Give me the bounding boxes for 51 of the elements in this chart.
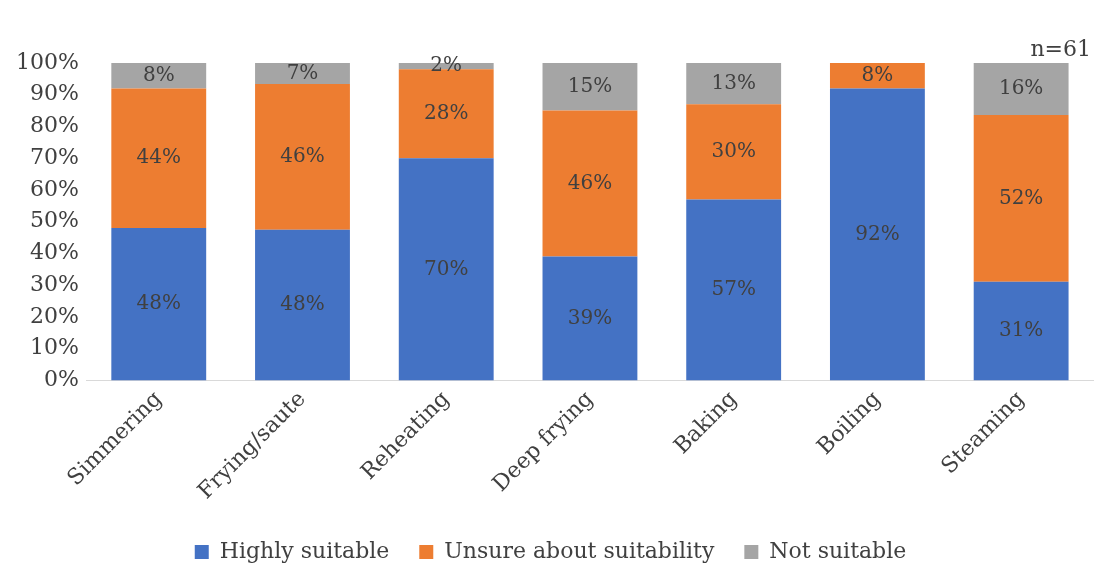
y-tick-label: 10% [29, 334, 79, 360]
y-tick-label: 50% [29, 207, 79, 233]
bar [255, 229, 350, 381]
data-label: 28% [423, 99, 469, 124]
legend-label: Unsure about suitability [444, 537, 715, 563]
data-label: 16% [998, 75, 1044, 100]
data-label: 31% [998, 317, 1044, 342]
bar [542, 110, 638, 257]
data-label: 46% [280, 142, 325, 167]
y-tick-label: 100% [15, 48, 79, 74]
data-label: 48% [136, 290, 181, 315]
data-label: 7% [286, 59, 319, 84]
bar [686, 199, 782, 381]
y-tick-label: 30% [29, 270, 79, 296]
data-label: 39% [567, 304, 613, 329]
data-label: 15% [567, 73, 613, 98]
bar [829, 88, 925, 381]
legend-label: Highly suitable [219, 537, 390, 563]
bar [686, 63, 782, 105]
legend-label: Not suitable [769, 537, 907, 563]
data-label: 57% [711, 276, 756, 301]
data-label: 8% [861, 61, 894, 86]
y-tick-label: 70% [29, 143, 79, 169]
bar [398, 158, 494, 381]
y-tick-label: 60% [29, 175, 79, 201]
data-label: 44% [136, 144, 181, 169]
data-label: 30% [711, 138, 756, 163]
y-tick-label: 80% [29, 112, 79, 138]
bar [111, 228, 207, 381]
bar [111, 88, 207, 229]
bar [686, 104, 782, 200]
data-label: 8% [142, 61, 175, 86]
data-label: 46% [567, 169, 613, 194]
data-label: 48% [280, 291, 325, 316]
bar [973, 281, 1069, 381]
text: n=61 [1030, 36, 1091, 61]
bar [542, 256, 638, 381]
bar [973, 115, 1069, 282]
data-label: 92% [855, 220, 900, 245]
bar [255, 63, 350, 84]
bar [973, 63, 1069, 116]
bar [255, 83, 350, 230]
y-tick-label: 90% [29, 80, 79, 106]
y-tick-label: 40% [29, 239, 79, 265]
y-tick-label: 0% [43, 366, 79, 392]
y-tick-label: 20% [29, 302, 79, 328]
data-label: 70% [423, 255, 469, 280]
bar [398, 69, 494, 159]
data-label: 52% [998, 184, 1044, 209]
data-label: 13% [711, 69, 756, 94]
bar [542, 63, 638, 111]
